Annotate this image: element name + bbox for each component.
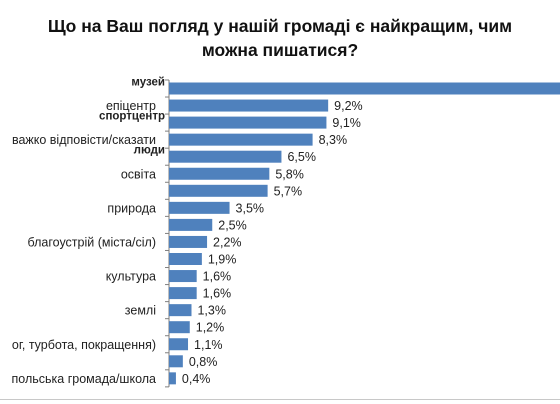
data-label: 0,8% — [189, 355, 218, 369]
data-label: 1,1% — [194, 338, 223, 352]
bar — [169, 150, 282, 163]
category-label: спортцентр — [99, 111, 165, 123]
data-label: 2,5% — [218, 218, 247, 232]
chart-title: Що на Ваш погляд у нашій громаді є найкр… — [20, 14, 540, 62]
data-label: 1,2% — [196, 321, 225, 335]
bar — [169, 184, 268, 197]
chart-bottom-border — [0, 399, 560, 400]
bar — [169, 287, 197, 300]
bar — [169, 355, 183, 368]
category-label: епіцентр — [106, 99, 156, 113]
category-label: освіта — [121, 167, 156, 181]
bar — [169, 167, 270, 180]
bar — [169, 133, 313, 146]
chart-title-line-1: Що на Ваш погляд у нашій громаді є найкр… — [47, 16, 513, 36]
category-label: природа — [107, 201, 156, 215]
chart-title-line-2: можна пишатися? — [201, 40, 359, 60]
category-label: ог, турбота, покращення) — [12, 338, 156, 352]
data-label: 1,6% — [203, 287, 232, 301]
bar — [169, 270, 197, 283]
data-label: 5,7% — [274, 184, 303, 198]
bar — [169, 82, 560, 95]
data-label: 8,3% — [319, 133, 348, 147]
data-label: 1,3% — [197, 304, 226, 318]
bar — [169, 235, 208, 248]
category-label: люди — [134, 145, 165, 157]
data-label: 1,9% — [208, 253, 237, 267]
category-label: польська громада/школа — [12, 372, 157, 386]
bar — [169, 321, 190, 334]
data-label: 5,8% — [275, 167, 304, 181]
data-label: 9,1% — [332, 116, 361, 130]
bar — [169, 201, 230, 214]
data-label: 9,2% — [334, 99, 363, 113]
data-label: 2,2% — [213, 235, 242, 249]
data-label: 3,5% — [236, 201, 264, 215]
bar — [169, 372, 176, 385]
category-label: важко відповісти/сказати — [12, 133, 156, 147]
bar — [169, 218, 213, 231]
bar — [169, 99, 329, 112]
bar — [169, 116, 327, 129]
data-label: 6,5% — [287, 150, 316, 164]
category-label: благоустрій (міста/сіл) — [28, 235, 157, 249]
bar — [169, 338, 189, 351]
category-label: музей — [131, 77, 165, 89]
bar — [169, 304, 192, 317]
category-label: землі — [125, 304, 156, 318]
data-label: 1,6% — [203, 270, 232, 284]
category-label: культура — [106, 270, 156, 284]
bar — [169, 253, 202, 265]
data-label: 0,4% — [182, 372, 211, 386]
